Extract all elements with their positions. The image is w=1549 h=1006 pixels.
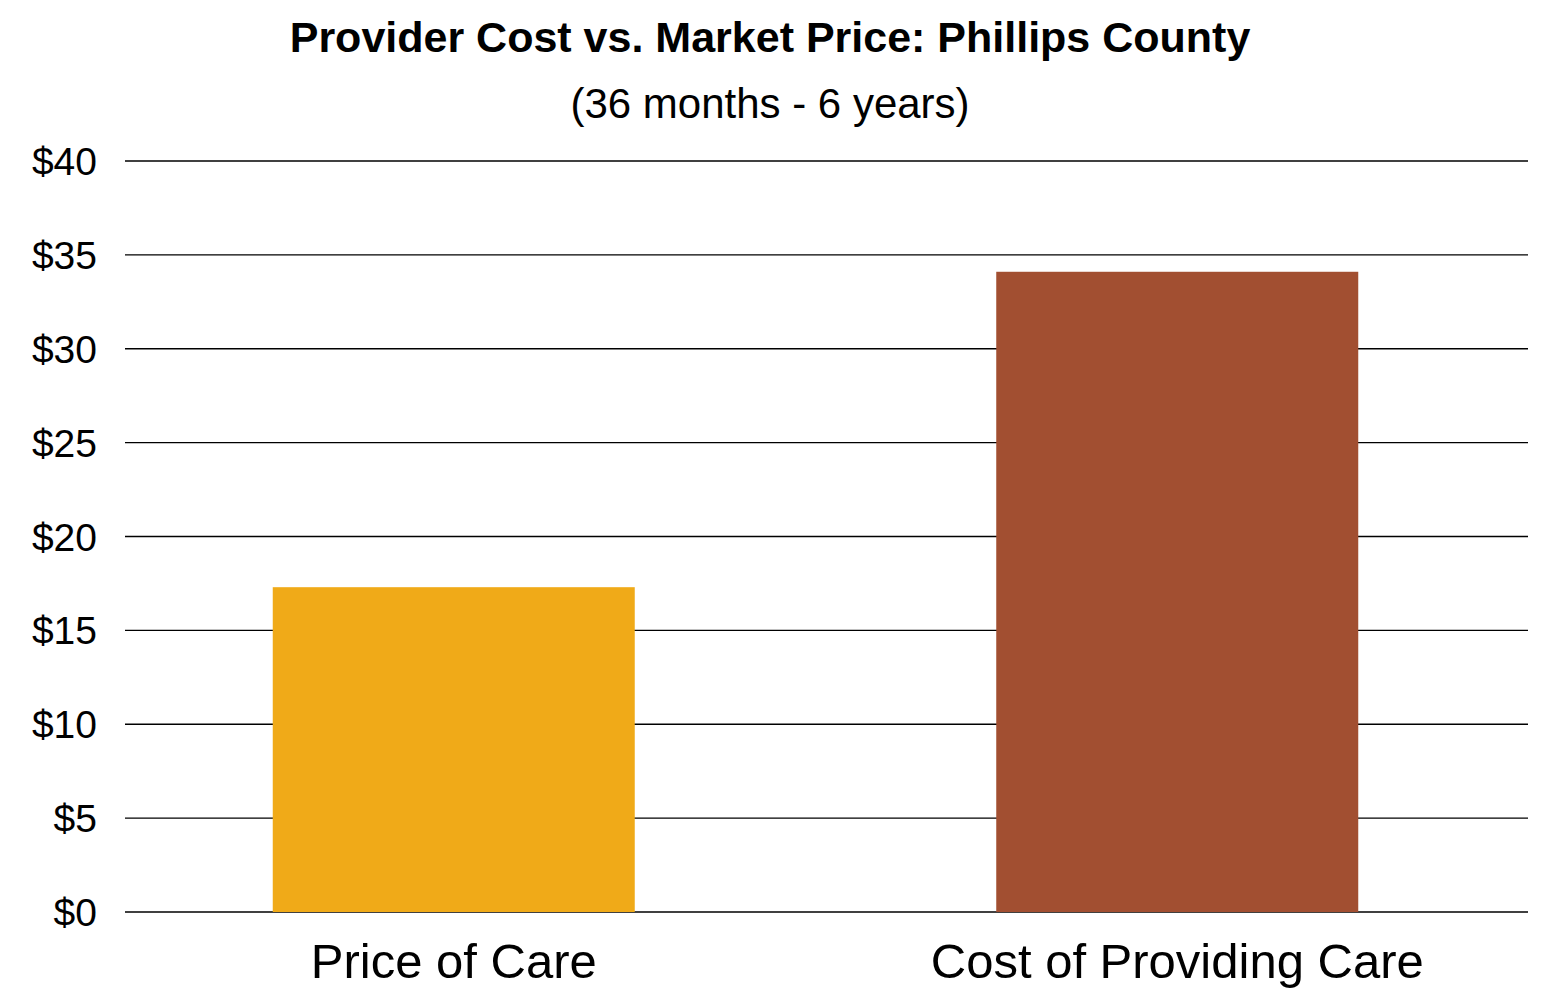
y-tick-label: $25 bbox=[32, 422, 97, 465]
subtitle: (36 months - 6 years) bbox=[570, 80, 969, 127]
grid-line bbox=[125, 254, 1528, 255]
bar bbox=[273, 587, 635, 912]
bars bbox=[273, 272, 1359, 912]
y-tick-label: $5 bbox=[54, 797, 97, 840]
grid-line bbox=[125, 160, 1528, 161]
y-tick-label: $40 bbox=[32, 140, 97, 183]
x-tick-label: Cost of Providing Care bbox=[931, 934, 1424, 988]
y-tick-label: $30 bbox=[32, 328, 97, 371]
y-tick-label: $15 bbox=[32, 609, 97, 652]
title: Provider Cost vs. Market Price: Phillips… bbox=[290, 13, 1251, 61]
y-tick-label: $20 bbox=[32, 516, 97, 559]
chart-container: Provider Cost vs. Market Price: Phillips… bbox=[0, 0, 1549, 1006]
y-tick-label: $35 bbox=[32, 234, 97, 277]
y-tick-label: $0 bbox=[54, 891, 97, 934]
x-tick-label: Price of Care bbox=[311, 934, 597, 988]
chart-svg: Provider Cost vs. Market Price: Phillips… bbox=[0, 0, 1549, 1006]
bar bbox=[996, 272, 1358, 912]
y-tick-label: $10 bbox=[32, 703, 97, 746]
